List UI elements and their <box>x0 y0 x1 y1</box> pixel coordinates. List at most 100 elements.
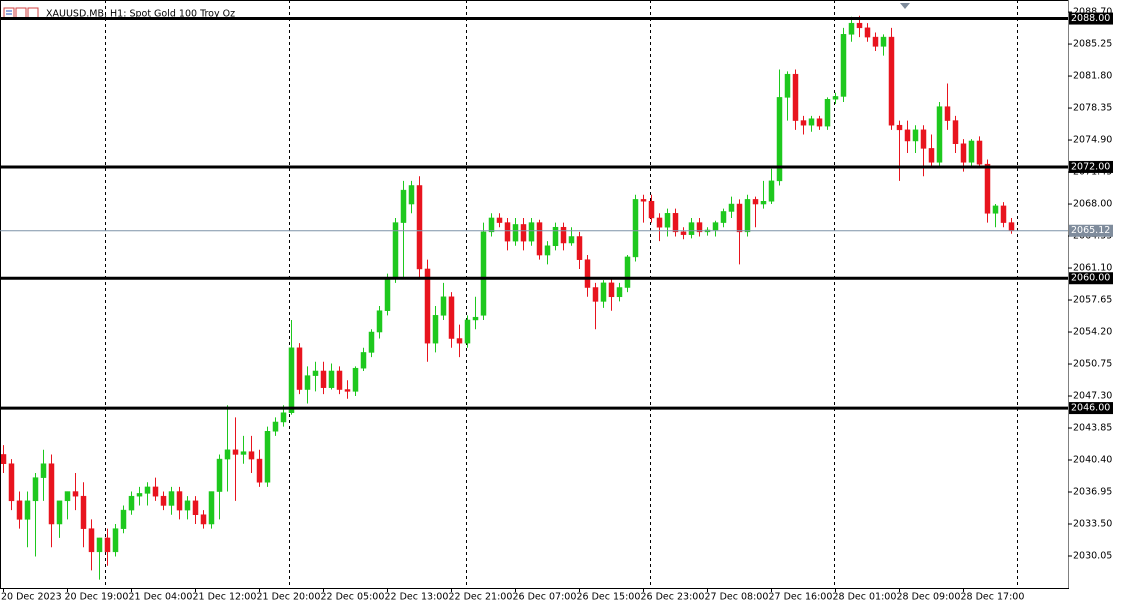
x-tick-label: 28 Dec 09:00 <box>897 592 961 603</box>
candle-body <box>664 213 671 228</box>
level-label: 2088.00 <box>1071 13 1110 24</box>
candle-body <box>272 421 279 432</box>
x-tick-label: 21 Dec 04:00 <box>129 592 193 603</box>
x-tick-label: 20 Dec 19:00 <box>65 592 129 603</box>
y-tick-label: 2047.30 <box>1073 391 1112 402</box>
candle-body <box>224 449 231 460</box>
x-tick-label: 27 Dec 16:00 <box>769 592 833 603</box>
candle-body <box>592 287 599 302</box>
candle-body <box>600 282 607 302</box>
candle-body <box>792 73 799 121</box>
candle-body <box>552 226 559 247</box>
candle-body <box>808 118 815 126</box>
icon <box>3 7 15 19</box>
x-tick-label: 22 Dec 21:00 <box>449 592 513 603</box>
candle-body <box>400 189 407 223</box>
candle-body <box>264 431 271 483</box>
candle-body <box>496 217 503 223</box>
candle-body <box>144 486 151 494</box>
candle-body <box>336 370 343 390</box>
level-box <box>1069 12 1113 25</box>
candle-body <box>0 454 7 464</box>
candle-body <box>992 205 999 214</box>
x-tick-label: 28 Dec 17:00 <box>961 592 1025 603</box>
candle-body <box>480 231 487 316</box>
x-tick-label: 20 Dec 2023 <box>1 592 62 603</box>
candle-body <box>280 412 287 423</box>
icon <box>15 7 27 19</box>
candle-body <box>648 201 655 219</box>
candle-body <box>856 22 863 29</box>
x-tick-label: 26 Dec 15:00 <box>577 592 641 603</box>
candle-body <box>816 118 823 127</box>
x-tick-label: 27 Dec 08:00 <box>705 592 769 603</box>
candle-body <box>64 491 71 502</box>
candle-body <box>232 449 239 455</box>
candle-body <box>88 528 95 553</box>
candle-body <box>408 185 415 205</box>
candle-body <box>248 451 255 460</box>
candle-body <box>32 477 39 502</box>
candle-body <box>744 199 751 233</box>
level-box <box>1069 402 1113 415</box>
last-price-box <box>1069 224 1113 237</box>
y-tick-label: 2054.20 <box>1073 327 1112 338</box>
candle-body <box>616 287 623 298</box>
candle-body <box>464 319 471 344</box>
candle-body <box>760 201 767 205</box>
candle-body <box>728 203 735 212</box>
candle-body <box>584 259 591 288</box>
y-tick-label: 2081.80 <box>1073 71 1112 82</box>
x-tick-label: 26 Dec 23:00 <box>641 592 705 603</box>
candle-body <box>16 500 23 520</box>
y-tick-label: 2033.50 <box>1073 519 1112 530</box>
candle-body <box>56 500 63 525</box>
candle-body <box>200 514 207 525</box>
candle-body <box>680 231 687 235</box>
candle-body <box>928 148 935 163</box>
y-tick-label: 2057.65 <box>1073 295 1112 306</box>
candle-body <box>296 347 303 390</box>
candle-body <box>960 143 967 163</box>
candle-body <box>448 296 455 339</box>
candle-body <box>864 27 871 38</box>
candle-body <box>432 315 439 344</box>
candle-body <box>880 36 887 47</box>
candle-body <box>632 199 639 258</box>
marker <box>900 3 910 9</box>
candle-body <box>80 495 87 529</box>
candle-body <box>472 316 479 321</box>
candle-body <box>896 124 903 131</box>
candle-body <box>208 491 215 525</box>
level-label: 2060.00 <box>1071 273 1110 284</box>
y-tick-label: 2061.10 <box>1073 263 1112 274</box>
candle-body <box>888 36 895 126</box>
y-tick-label: 2036.95 <box>1073 487 1112 498</box>
candle-body <box>720 211 727 223</box>
candle-body <box>184 500 191 511</box>
candle-body <box>384 277 391 311</box>
candle-body <box>360 352 367 369</box>
candle-body <box>872 36 879 47</box>
candle-body <box>904 129 911 142</box>
candle-body <box>536 222 543 256</box>
candles <box>0 15 1015 580</box>
candle-body <box>40 463 47 478</box>
y-tick-label: 2088.70 <box>1073 7 1112 18</box>
candle-body <box>576 236 583 260</box>
candle-body <box>568 236 575 244</box>
candle-body <box>376 310 383 333</box>
candle-body <box>328 370 335 388</box>
candle-body <box>544 245 551 256</box>
x-tick-label: 22 Dec 05:00 <box>321 592 385 603</box>
candle-body <box>984 163 991 214</box>
candle-body <box>944 106 951 121</box>
candle-body <box>800 120 807 126</box>
candle-body <box>752 199 759 205</box>
y-tick-label: 2068.00 <box>1073 199 1112 210</box>
candle-body <box>504 222 511 242</box>
candle-body <box>520 224 527 242</box>
candle-body <box>8 463 15 502</box>
candle-body <box>216 458 223 492</box>
candle-body <box>848 22 855 35</box>
